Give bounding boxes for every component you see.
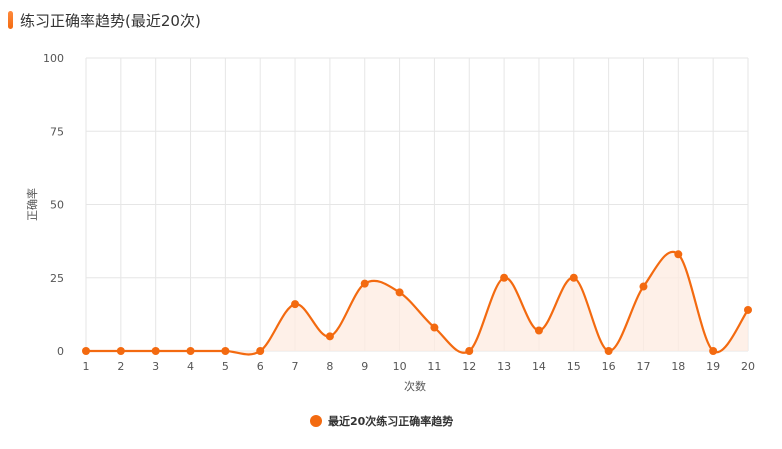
data-points (82, 250, 752, 355)
legend-label: 最近20次练习正确率趋势 (328, 414, 453, 428)
x-tick-label: 9 (361, 360, 368, 373)
data-point (500, 273, 509, 282)
y-axis-title: 正确率 (25, 188, 39, 221)
data-point (221, 347, 230, 355)
legend-marker (310, 415, 322, 427)
x-tick-label: 18 (671, 360, 685, 373)
data-point (360, 279, 369, 288)
chart-header: 练习正确率趋势(最近20次) (8, 9, 201, 31)
x-tick-label: 10 (393, 360, 407, 373)
y-tick-label: 50 (50, 199, 64, 212)
data-point (639, 282, 648, 291)
x-tick-label: 2 (117, 360, 124, 373)
data-point (534, 326, 543, 335)
x-tick-label: 4 (187, 360, 194, 373)
x-tick-label: 20 (741, 360, 755, 373)
x-tick-label: 1 (83, 360, 90, 373)
data-point (291, 300, 300, 309)
x-tick-label: 13 (497, 360, 511, 373)
x-tick-label: 7 (292, 360, 299, 373)
data-point (256, 347, 265, 355)
x-tick-label: 14 (532, 360, 546, 373)
x-tick-label: 16 (602, 360, 616, 373)
x-tick-label: 3 (152, 360, 159, 373)
y-axis-ticks: 0 25 50 75 100 (43, 52, 64, 358)
y-tick-label: 75 (50, 125, 64, 138)
title-accent-bar (8, 11, 13, 29)
x-tick-label: 15 (567, 360, 581, 373)
series-area (86, 251, 748, 355)
data-point (116, 347, 125, 355)
data-point (430, 323, 439, 332)
data-point (325, 332, 334, 341)
y-tick-label: 25 (50, 272, 64, 285)
data-point (186, 347, 195, 355)
x-axis-ticks: 1 2 3 4 5 6 7 8 9 10 11 12 13 14 15 16 17 18 19 20 (83, 360, 756, 373)
page-title: 练习正确率趋势(最近20次) (20, 11, 201, 30)
x-tick-label: 5 (222, 360, 229, 373)
legend[interactable]: 最近20次练习正确率趋势 (310, 414, 453, 428)
data-point (744, 305, 752, 314)
x-tick-label: 11 (427, 360, 441, 373)
x-tick-label: 6 (257, 360, 264, 373)
x-tick-label: 19 (706, 360, 720, 373)
y-tick-label: 0 (57, 345, 64, 358)
x-tick-label: 8 (326, 360, 333, 373)
data-point (674, 250, 683, 259)
y-tick-label: 100 (43, 52, 64, 65)
data-point (465, 347, 474, 355)
data-point (151, 347, 160, 355)
data-point (709, 347, 718, 355)
data-point (569, 273, 578, 282)
data-point (604, 347, 613, 355)
x-tick-label: 17 (636, 360, 650, 373)
data-point (82, 347, 90, 355)
area-fill (86, 251, 748, 355)
data-point (395, 288, 404, 297)
x-axis-title: 次数 (404, 379, 426, 393)
x-tick-label: 12 (462, 360, 476, 373)
